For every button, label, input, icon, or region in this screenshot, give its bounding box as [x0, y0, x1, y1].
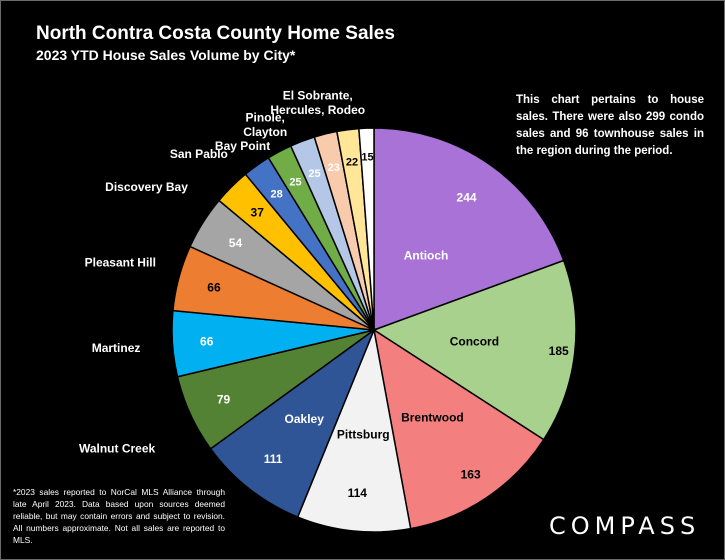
data-label-value-13: 25 [308, 168, 320, 180]
compass-logo: COMPASS [549, 512, 701, 540]
pie-slice-unnamed-16 [358, 127, 375, 331]
data-label-name-oakley: Oakley [285, 412, 325, 426]
pie-slice-oakley [209, 327, 376, 519]
data-label-name-bay-point: Bay Point [215, 139, 270, 153]
chart-note: This chart pertains to house sales. Ther… [516, 94, 704, 157]
data-label-name-el-sobrante-hercules-rodeo: El Sobrante, Hercules, Rodeo [270, 89, 365, 117]
data-label-value-6: 79 [217, 392, 231, 406]
data-label-name-martinez: Martinez [92, 341, 141, 355]
data-label-value-10: 37 [251, 206, 265, 220]
data-label-value-12: 25 [289, 177, 301, 189]
data-label-name-antioch: Antioch [404, 249, 449, 263]
data-label-value-14: 23 [328, 162, 340, 174]
pie-slice-pittsburg [296, 327, 412, 533]
data-label-value-5: 111 [264, 452, 283, 466]
data-label-value-3: 163 [461, 468, 481, 482]
data-label-name-concord: Concord [450, 334, 499, 348]
data-label-value-11: 28 [270, 188, 282, 200]
data-label-value-15: 22 [346, 157, 358, 169]
data-label-value-16: 15 [361, 151, 373, 163]
data-label-name-walnut-creek: Walnut Creek [79, 441, 156, 455]
data-label-value-2: 185 [549, 344, 569, 358]
data-label-name-discovery-bay: Discovery Bay [105, 180, 188, 194]
pie-slice-brentwood [372, 328, 545, 530]
chart-subtitle: 2023 YTD House Sales Volume by City* [36, 47, 296, 63]
data-label-value-7: 66 [200, 335, 214, 349]
data-label-value-8: 66 [207, 280, 221, 294]
data-label-value-1: 244 [457, 191, 477, 205]
data-label-name-pleasant-hill: Pleasant Hill [85, 255, 156, 269]
data-label-name-san-pablo: San Pablo [170, 147, 228, 161]
data-label-name-pittsburg: Pittsburg [337, 428, 390, 442]
pie-slice-concord [372, 259, 577, 441]
pie-slice-antioch [373, 127, 565, 332]
footnote: *2023 sales reported to NorCal MLS Allia… [13, 487, 225, 545]
data-label-value-9: 54 [229, 236, 243, 250]
data-label-name-pinole-clayton: Pinole, Clayton [243, 111, 287, 139]
data-label-name-brentwood: Brentwood [401, 410, 464, 424]
data-label-value-4: 114 [348, 486, 368, 500]
chart-title: North Contra Costa County Home Sales [36, 23, 395, 44]
